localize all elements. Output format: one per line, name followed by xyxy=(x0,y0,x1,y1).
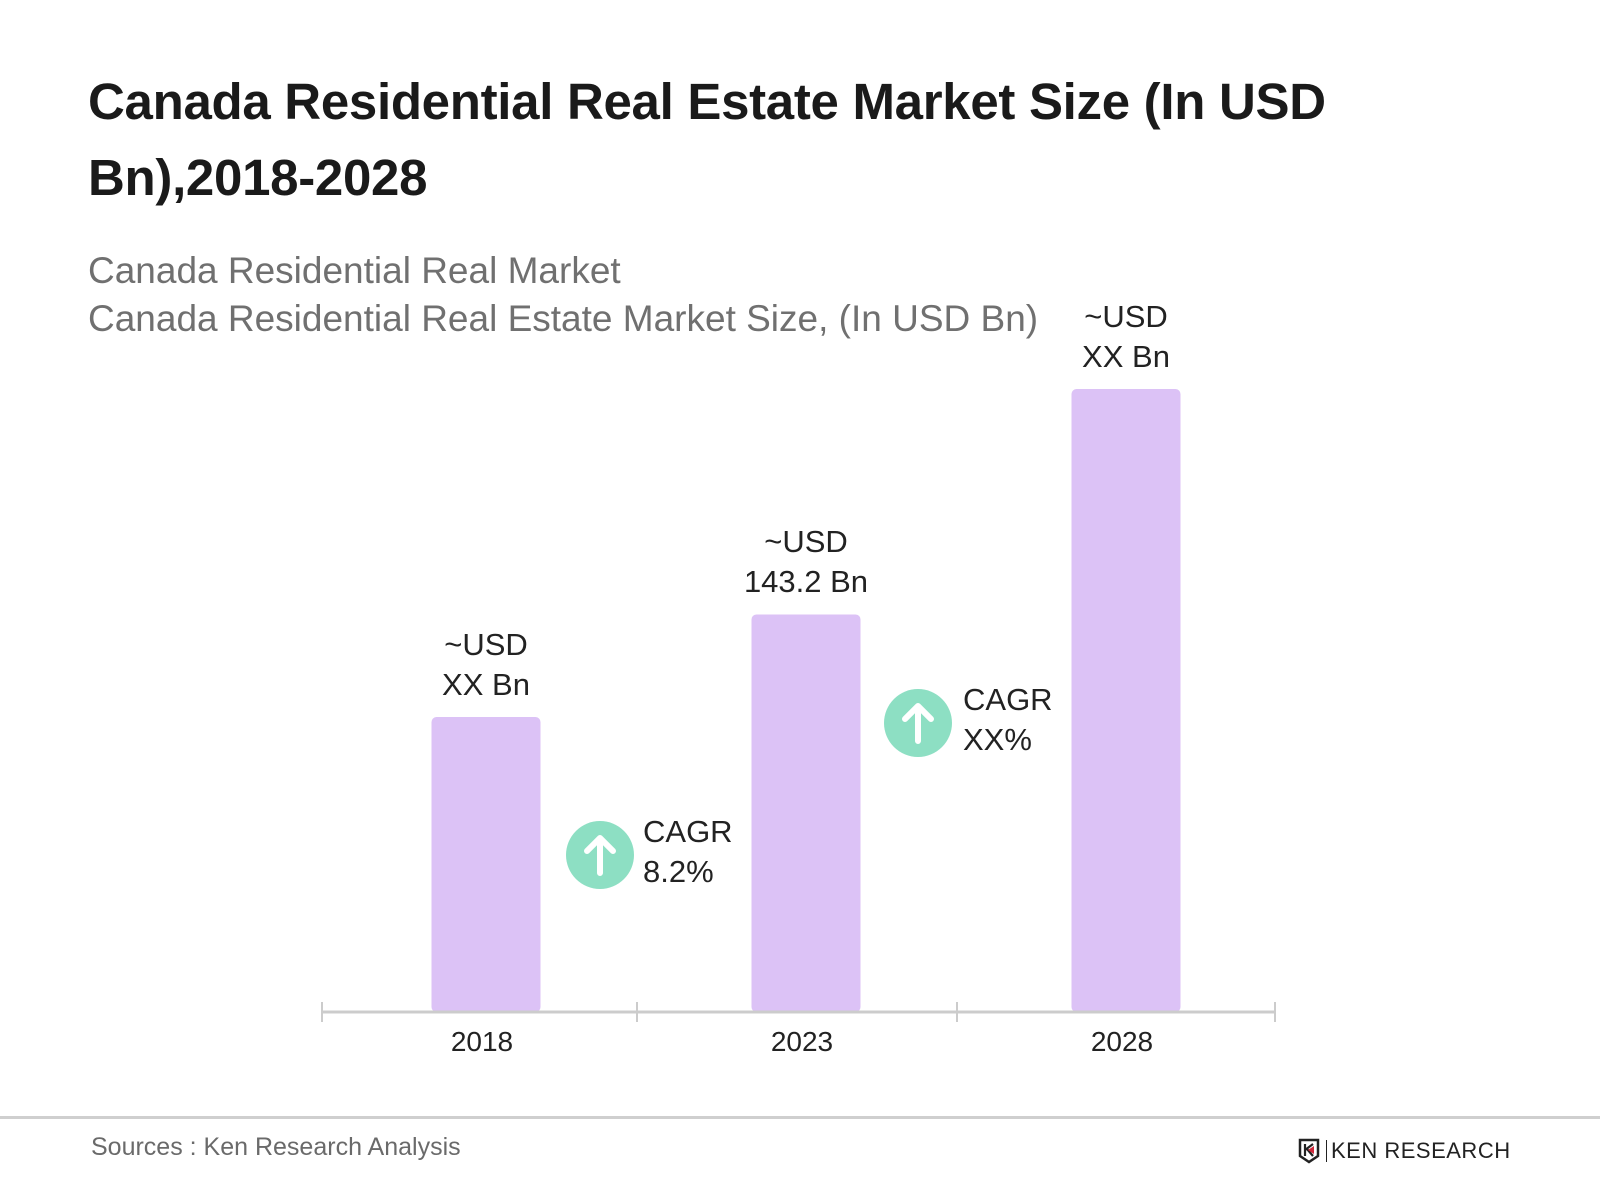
cagr-annotation-2: CAGR XX% xyxy=(963,680,1053,760)
data-label-line: ~USD xyxy=(1084,299,1168,334)
data-label-line: ~USD xyxy=(444,627,528,662)
data-label-line: XX Bn xyxy=(442,667,530,702)
source-note: Sources : Ken Research Analysis xyxy=(91,1133,461,1161)
data-label-line: ~USD xyxy=(764,524,848,560)
data-label-line: 143.2 Bn xyxy=(743,564,869,600)
data-label-2028: ~USD XX Bn xyxy=(1026,297,1226,377)
logo-text: KEN RESEARCH xyxy=(1331,1138,1511,1163)
x-tick-label-2028: 2028 xyxy=(1091,1026,1153,1057)
ken-research-logo-icon xyxy=(1298,1138,1320,1164)
cagr-label: CAGR xyxy=(643,814,733,849)
cagr-annotation-1: CAGR 8.2% xyxy=(643,812,733,892)
cagr-value: 8.2% xyxy=(643,854,714,889)
arrow-up-circle-icon xyxy=(566,821,634,889)
bar-2023 xyxy=(751,614,861,1012)
footer-divider xyxy=(0,1116,1600,1119)
cagr-value: XX% xyxy=(963,722,1032,757)
data-label-line: XX Bn xyxy=(1082,339,1170,374)
x-tick-label-2023: 2023 xyxy=(771,1026,833,1057)
bar-2018 xyxy=(431,717,541,1012)
cagr-label: CAGR xyxy=(963,682,1053,717)
chart-subtitle-1: Canada Residential Real Market xyxy=(88,250,621,291)
ken-research-logo: KEN RESEARCH xyxy=(1298,1138,1511,1164)
chart-subtitle-2: Canada Residential Real Estate Market Si… xyxy=(88,298,1039,339)
bar-2028 xyxy=(1071,389,1181,1012)
arrow-up-circle-icon xyxy=(884,689,952,757)
chart-title: Canada Residential Real Estate Market Si… xyxy=(88,73,1326,206)
x-tick-label-2018: 2018 xyxy=(451,1026,513,1057)
data-label-2023: ~USD 143.2 Bn xyxy=(706,522,906,602)
data-label-2018: ~USD XX Bn xyxy=(386,625,586,705)
